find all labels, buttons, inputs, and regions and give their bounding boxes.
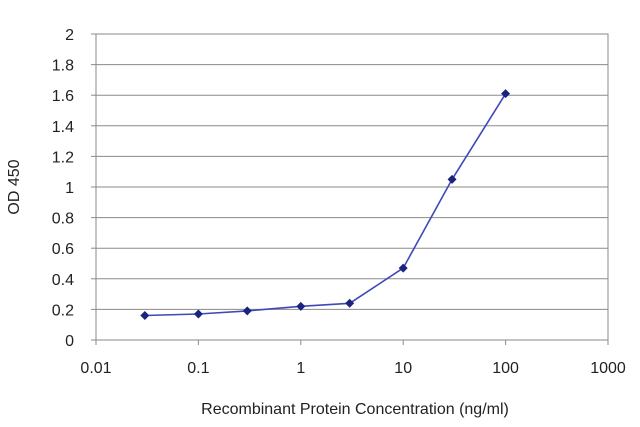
y-tick-label: 1	[65, 180, 74, 197]
y-tick-label: 1.4	[52, 119, 74, 136]
x-tick-label: 1	[296, 360, 305, 377]
y-tick-label: 1.2	[52, 149, 74, 166]
y-axis-ticks: 0 0.2 0.4 0.6 0.8 1 1.2 1.4 1.6 1.8 2	[52, 27, 96, 350]
x-axis-ticks: 0.01 0.1 1 10 100 1000	[80, 340, 626, 377]
series-group	[140, 89, 511, 321]
y-tick-label: 0.4	[52, 272, 74, 289]
grid-lines	[96, 64, 608, 310]
x-tick-label: 10	[394, 360, 412, 377]
data-point	[501, 89, 511, 99]
y-tick-label: 0.6	[52, 241, 74, 258]
x-axis-title: Recombinant Protein Concentration (ng/ml…	[201, 401, 509, 418]
x-tick-label: 100	[492, 360, 519, 377]
x-tick-label: 0.1	[187, 360, 209, 377]
y-tick-label: 0	[65, 333, 74, 350]
x-tick-label: 0.01	[80, 360, 111, 377]
x-tick-label: 1000	[590, 360, 626, 377]
data-point	[447, 174, 457, 184]
data-point	[398, 263, 408, 273]
series-line	[144, 93, 507, 317]
data-point	[242, 306, 252, 316]
y-tick-label: 1.6	[52, 88, 74, 105]
data-point	[296, 301, 306, 311]
data-point	[345, 298, 355, 308]
y-tick-label: 0.2	[52, 302, 74, 319]
data-point	[140, 311, 150, 321]
y-tick-label: 1.8	[52, 58, 74, 75]
y-axis-title: OD 450	[6, 159, 23, 214]
y-tick-label: 2	[65, 27, 74, 44]
data-point	[193, 309, 203, 319]
y-tick-label: 0.8	[52, 211, 74, 228]
